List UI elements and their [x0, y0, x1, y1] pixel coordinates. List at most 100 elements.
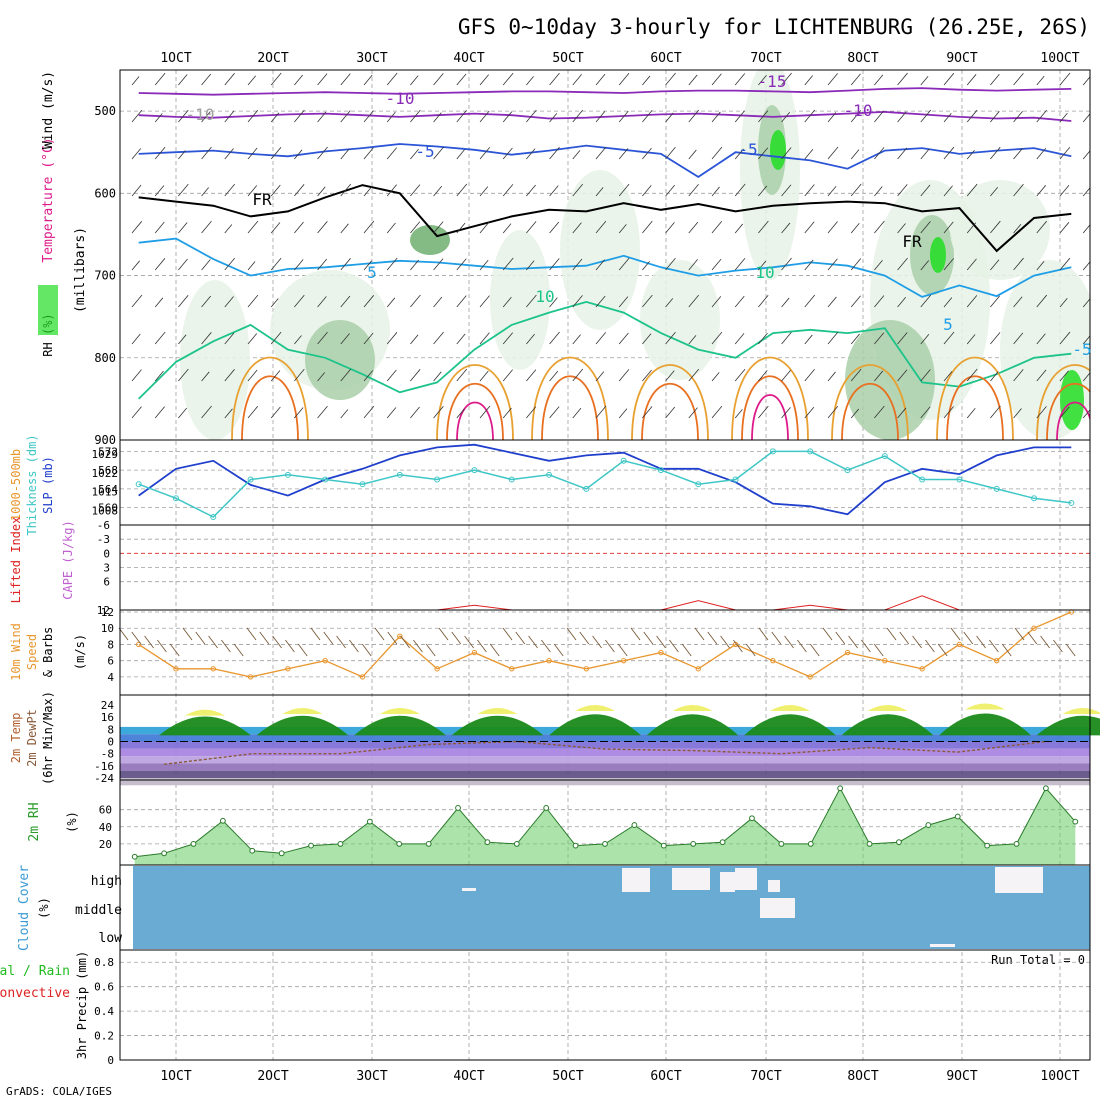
rh2m-tick-label: 60 — [99, 804, 112, 817]
wind-barb — [850, 183, 862, 197]
surface-wind-barb — [297, 643, 308, 657]
surface-wind-barb — [489, 643, 500, 657]
daily-temp-hill — [939, 713, 1031, 736]
wind-barb — [247, 294, 259, 308]
wind10m-label: 10m Wind — [9, 623, 23, 681]
wind-barb — [688, 368, 700, 382]
wind-barb — [665, 184, 675, 197]
wind-barb — [410, 221, 421, 234]
wind-barb — [897, 297, 906, 308]
wind-speed-point — [509, 666, 515, 672]
wind-barb — [897, 407, 907, 419]
wind-barb — [595, 332, 607, 345]
wind-barb — [479, 332, 490, 345]
wind-barb — [850, 408, 860, 419]
wind-barb — [294, 335, 302, 345]
lifted-index-label: Lifted Index — [9, 517, 23, 604]
wind-speed-line — [138, 611, 1072, 678]
wind-barb — [317, 258, 328, 271]
wind-barb — [758, 185, 768, 197]
wind-barb — [688, 109, 700, 123]
surface-wind-barb — [221, 639, 231, 653]
wind-barb — [920, 109, 932, 123]
wind-barb — [827, 258, 838, 271]
wind-barb — [711, 372, 720, 382]
daily-temp-peak — [1062, 708, 1100, 715]
warm-isotherm — [741, 375, 799, 440]
wind-barb — [943, 297, 953, 308]
wind-barb — [1013, 148, 1023, 160]
isotherm-FR — [138, 184, 1072, 253]
wind-barb — [526, 294, 537, 308]
wind-barb — [618, 257, 630, 271]
warm-isotherm — [231, 356, 309, 440]
surface-wind-barb — [989, 639, 999, 653]
wind-barb — [363, 147, 374, 160]
wind-barb — [758, 370, 768, 382]
wind-units-label: (m/s) — [73, 634, 87, 670]
slp-tick-label: 1008 — [92, 504, 119, 517]
lifted-tick-label: 12 — [97, 604, 110, 617]
wind-barb — [363, 110, 374, 123]
rh-contour-area — [305, 320, 375, 400]
wind-barb — [897, 147, 908, 160]
wind-barb — [386, 369, 397, 382]
surface-wind-barb — [1040, 635, 1050, 649]
wind-barb — [990, 332, 1001, 345]
wind-barb — [224, 296, 234, 308]
wind-barb — [665, 112, 674, 123]
rh-contour-area — [845, 320, 935, 440]
wind-barb — [711, 331, 723, 345]
wind-barb — [549, 370, 559, 382]
wind-barb — [154, 146, 166, 160]
wind-speed-point — [770, 657, 776, 664]
wind-barb — [827, 221, 838, 234]
lifted-index-line — [138, 595, 1072, 611]
cloud-clear-cell — [720, 872, 735, 892]
convective-label: Convective — [0, 986, 70, 1001]
cloud-level-high: high — [91, 874, 122, 889]
isotherm--10 — [138, 87, 1072, 96]
rh2m-area — [134, 788, 1076, 865]
wind-barb — [247, 110, 259, 123]
wind-barb — [270, 406, 281, 419]
surface-wind-barb — [502, 627, 513, 641]
contour-label: -10 — [386, 89, 415, 108]
wind-barb — [502, 147, 513, 160]
wind-barb — [1059, 297, 1068, 308]
surface-wind-barb — [515, 631, 526, 645]
surface-wind-barb — [963, 631, 974, 645]
wind-barb — [804, 109, 816, 123]
surface-wind-barb — [912, 635, 922, 649]
daily-temp-hill — [354, 715, 446, 736]
wind-barb — [665, 298, 674, 308]
wind-barb — [618, 408, 628, 419]
surface-wind-barb — [169, 643, 180, 657]
wind-tick-label: 12 — [101, 606, 114, 619]
wind-barb — [410, 75, 419, 86]
wind-barb — [943, 72, 955, 86]
wind-barb — [247, 369, 258, 382]
wind-barb — [781, 222, 791, 234]
wind-barb — [456, 368, 468, 382]
wind-barb — [433, 406, 444, 419]
wind-barb — [618, 224, 627, 234]
rh2m-point — [543, 805, 550, 811]
wind-barb — [595, 220, 607, 234]
wind-barb — [920, 221, 931, 234]
surface-wind-barb — [592, 635, 602, 649]
lifted-tick-label: 3 — [103, 562, 110, 575]
wind-barb — [688, 221, 699, 234]
thickness-point — [993, 485, 1000, 492]
warm-isotherm — [831, 364, 909, 440]
rh2m-point — [896, 839, 902, 846]
surface-wind-barb — [784, 635, 794, 649]
panel-frame-precip — [119, 949, 1091, 1061]
contour-label: 5 — [367, 263, 377, 282]
wind-barb — [247, 220, 259, 234]
wind-barb — [665, 222, 675, 234]
wind-barb — [270, 331, 282, 345]
surface-wind-barb — [745, 643, 756, 657]
wind-barb — [758, 295, 769, 308]
